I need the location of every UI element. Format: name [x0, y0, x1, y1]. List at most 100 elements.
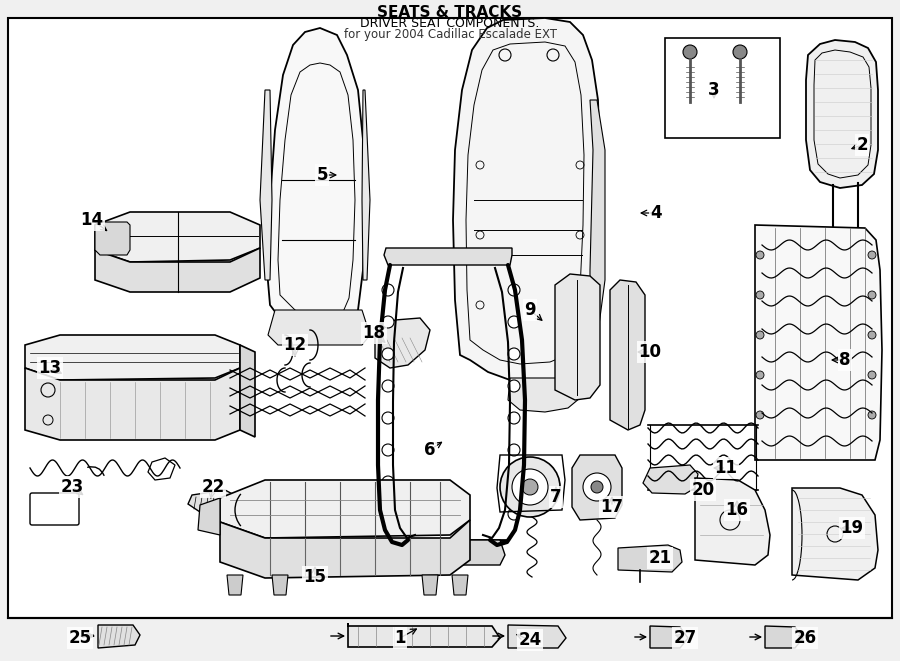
Circle shape	[508, 284, 520, 296]
Text: 10: 10	[638, 343, 662, 361]
Polygon shape	[452, 575, 468, 595]
Circle shape	[868, 251, 876, 259]
Polygon shape	[792, 488, 878, 580]
FancyBboxPatch shape	[30, 493, 79, 525]
Polygon shape	[618, 545, 682, 572]
Circle shape	[508, 412, 520, 424]
Polygon shape	[240, 345, 255, 437]
Circle shape	[508, 380, 520, 392]
Polygon shape	[765, 626, 803, 648]
Text: 5: 5	[316, 166, 328, 184]
Polygon shape	[572, 455, 622, 520]
Text: 17: 17	[600, 498, 624, 516]
Text: 7: 7	[550, 488, 562, 506]
Text: DRIVER SEAT COMPONENTS.: DRIVER SEAT COMPONENTS.	[360, 17, 540, 30]
Circle shape	[868, 371, 876, 379]
Circle shape	[508, 348, 520, 360]
Circle shape	[382, 444, 394, 456]
Polygon shape	[220, 520, 470, 578]
Text: SEATS & TRACKS: SEATS & TRACKS	[377, 5, 523, 20]
Text: 24: 24	[518, 631, 542, 649]
Polygon shape	[98, 625, 140, 648]
Text: 9: 9	[524, 301, 536, 319]
Text: 11: 11	[715, 459, 737, 477]
Text: 25: 25	[68, 629, 92, 647]
Polygon shape	[650, 626, 688, 648]
Polygon shape	[188, 490, 240, 512]
Circle shape	[382, 412, 394, 424]
Polygon shape	[643, 465, 698, 494]
Text: for your 2004 Cadillac Escalade EXT: for your 2004 Cadillac Escalade EXT	[344, 28, 556, 41]
Polygon shape	[362, 90, 370, 280]
Circle shape	[756, 371, 764, 379]
Circle shape	[756, 251, 764, 259]
Polygon shape	[422, 575, 438, 595]
Polygon shape	[260, 90, 272, 280]
Bar	[665, 38, 780, 138]
Polygon shape	[375, 318, 430, 368]
Text: 3: 3	[708, 81, 720, 99]
Polygon shape	[267, 28, 365, 338]
Text: 2: 2	[856, 136, 868, 154]
Polygon shape	[220, 480, 470, 538]
Polygon shape	[590, 100, 605, 340]
Polygon shape	[806, 40, 878, 188]
Text: 14: 14	[80, 211, 104, 229]
Text: 12: 12	[284, 336, 307, 354]
Polygon shape	[95, 248, 260, 292]
Text: 23: 23	[60, 478, 84, 496]
Text: 20: 20	[691, 481, 715, 499]
Circle shape	[382, 476, 394, 488]
Circle shape	[868, 331, 876, 339]
Circle shape	[583, 473, 611, 501]
Text: 8: 8	[839, 351, 850, 369]
Polygon shape	[453, 18, 600, 382]
Polygon shape	[25, 335, 240, 380]
Text: 22: 22	[202, 478, 225, 496]
Circle shape	[868, 291, 876, 299]
Circle shape	[382, 284, 394, 296]
Circle shape	[512, 469, 548, 505]
Polygon shape	[508, 378, 580, 412]
Polygon shape	[272, 575, 288, 595]
Text: 21: 21	[648, 549, 671, 567]
Polygon shape	[695, 478, 770, 565]
Polygon shape	[555, 274, 600, 400]
Polygon shape	[610, 280, 645, 430]
Circle shape	[382, 348, 394, 360]
Text: 4: 4	[650, 204, 662, 222]
Circle shape	[756, 291, 764, 299]
Circle shape	[733, 45, 747, 59]
Polygon shape	[95, 212, 260, 262]
Text: 1: 1	[394, 629, 406, 647]
Circle shape	[756, 331, 764, 339]
Polygon shape	[395, 540, 505, 565]
Circle shape	[500, 457, 560, 517]
Text: 18: 18	[363, 324, 385, 342]
Text: 19: 19	[841, 519, 864, 537]
Polygon shape	[348, 623, 500, 647]
Circle shape	[508, 476, 520, 488]
Polygon shape	[755, 225, 882, 460]
Circle shape	[382, 380, 394, 392]
Polygon shape	[198, 498, 220, 535]
Text: 15: 15	[303, 568, 327, 586]
Polygon shape	[227, 575, 243, 595]
Polygon shape	[384, 248, 512, 265]
Circle shape	[591, 481, 603, 493]
Text: 13: 13	[39, 359, 61, 377]
Text: 16: 16	[725, 501, 749, 519]
Polygon shape	[268, 310, 370, 345]
Polygon shape	[508, 625, 566, 648]
Circle shape	[522, 479, 538, 495]
Circle shape	[382, 508, 394, 520]
Circle shape	[868, 411, 876, 419]
Circle shape	[508, 508, 520, 520]
Polygon shape	[25, 368, 240, 440]
Polygon shape	[95, 222, 130, 255]
Text: 26: 26	[794, 629, 816, 647]
Circle shape	[683, 45, 697, 59]
Circle shape	[756, 411, 764, 419]
Circle shape	[508, 444, 520, 456]
Circle shape	[382, 316, 394, 328]
